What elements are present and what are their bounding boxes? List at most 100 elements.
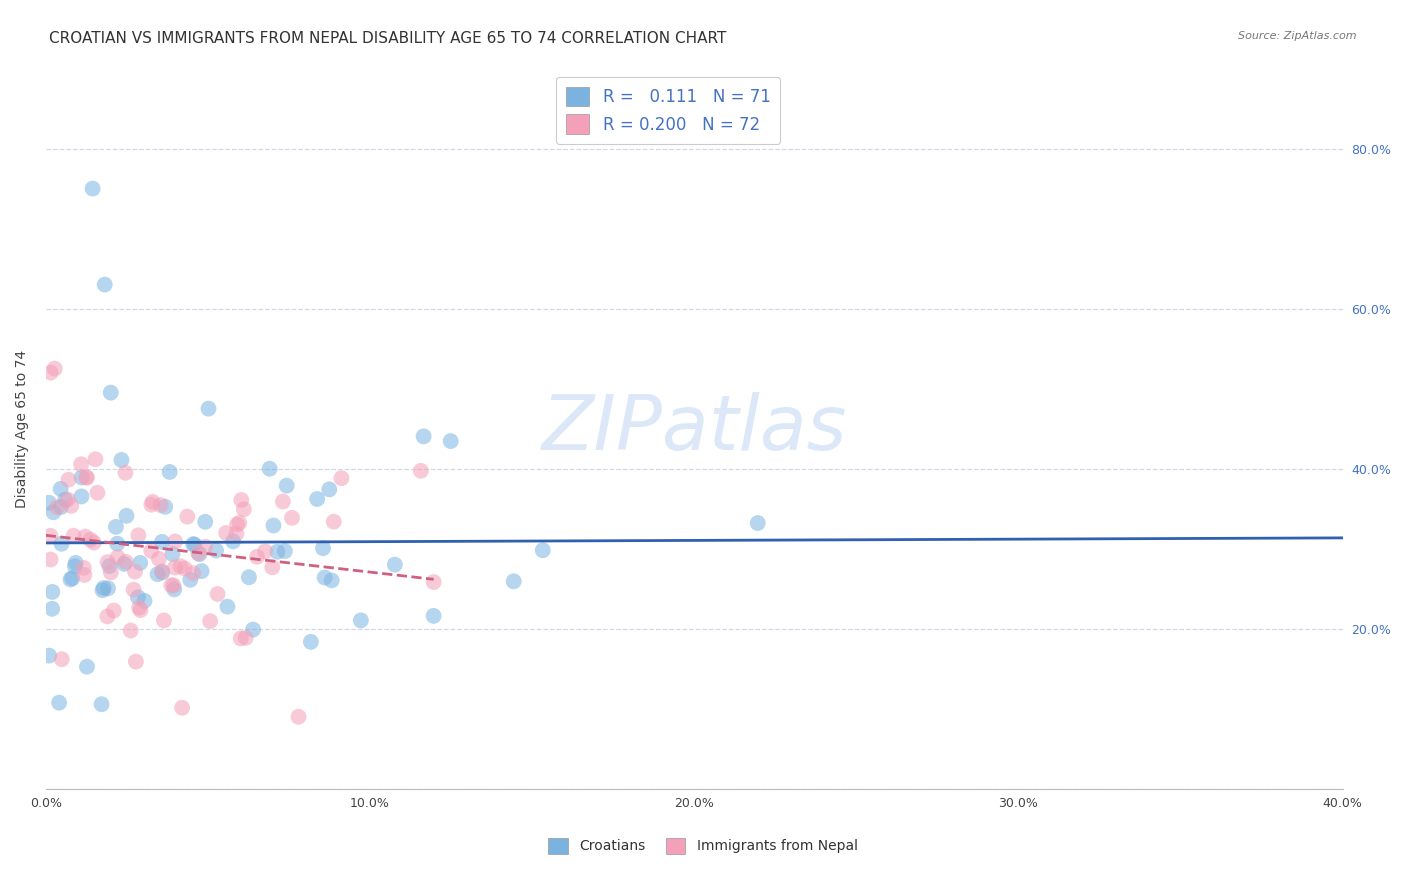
Point	[217, 599, 239, 614]
Point	[172, 700, 194, 714]
Point	[228, 516, 250, 530]
Point	[107, 550, 129, 565]
Point	[318, 483, 340, 497]
Point	[44, 361, 66, 376]
Point	[384, 558, 406, 572]
Point	[125, 655, 148, 669]
Text: CROATIAN VS IMMIGRANTS FROM NEPAL DISABILITY AGE 65 TO 74 CORRELATION CHART: CROATIAN VS IMMIGRANTS FROM NEPAL DISABI…	[49, 31, 727, 46]
Point	[254, 544, 277, 558]
Point	[97, 582, 120, 596]
Point	[142, 495, 165, 509]
Point	[276, 478, 298, 492]
Point	[96, 609, 118, 624]
Point	[51, 537, 73, 551]
Point	[62, 529, 84, 543]
Point	[120, 624, 142, 638]
Point	[190, 564, 212, 578]
Point	[307, 491, 329, 506]
Point	[159, 465, 181, 479]
Point	[141, 498, 163, 512]
Point	[165, 560, 187, 574]
Point	[266, 545, 288, 559]
Point	[58, 473, 80, 487]
Point	[38, 496, 60, 510]
Point	[322, 515, 344, 529]
Point	[75, 470, 97, 484]
Point	[93, 581, 115, 595]
Point	[82, 181, 104, 195]
Point	[412, 429, 434, 443]
Point	[104, 520, 127, 534]
Point	[128, 600, 150, 615]
Point	[422, 575, 444, 590]
Point	[70, 470, 93, 484]
Point	[127, 591, 149, 605]
Point	[86, 485, 108, 500]
Point	[155, 500, 177, 514]
Legend: R =   0.111   N = 71, R = 0.200   N = 72: R = 0.111 N = 71, R = 0.200 N = 72	[555, 77, 780, 144]
Point	[129, 603, 152, 617]
Point	[60, 499, 83, 513]
Point	[321, 574, 343, 588]
Point	[134, 594, 156, 608]
Point	[49, 482, 72, 496]
Point	[150, 565, 173, 579]
Point	[271, 494, 294, 508]
Point	[115, 508, 138, 523]
Point	[162, 547, 184, 561]
Point	[163, 582, 186, 597]
Point	[181, 537, 204, 551]
Point	[197, 401, 219, 416]
Point	[146, 567, 169, 582]
Point	[312, 541, 335, 556]
Point	[149, 498, 172, 512]
Point	[165, 534, 187, 549]
Point	[97, 555, 120, 569]
Point	[215, 526, 238, 541]
Point	[281, 511, 304, 525]
Point	[150, 566, 173, 580]
Point	[330, 471, 353, 485]
Point	[114, 466, 136, 480]
Point	[112, 557, 135, 571]
Text: ZIPatlas: ZIPatlas	[541, 392, 846, 466]
Point	[259, 462, 281, 476]
Point	[225, 526, 247, 541]
Point	[105, 537, 128, 551]
Point	[141, 544, 163, 558]
Point	[409, 464, 432, 478]
Point	[150, 535, 173, 549]
Point	[169, 559, 191, 574]
Point	[205, 543, 228, 558]
Point	[181, 566, 204, 581]
Point	[187, 546, 209, 560]
Point	[238, 570, 260, 584]
Point	[440, 434, 463, 448]
Point	[49, 500, 72, 514]
Point	[183, 538, 205, 552]
Point	[222, 534, 245, 549]
Point	[194, 515, 217, 529]
Point	[747, 516, 769, 530]
Point	[98, 559, 121, 574]
Point	[162, 578, 184, 592]
Point	[38, 648, 60, 663]
Y-axis label: Disability Age 65 to 74: Disability Age 65 to 74	[15, 350, 30, 508]
Point	[179, 573, 201, 587]
Point	[262, 518, 284, 533]
Point	[48, 696, 70, 710]
Point	[176, 509, 198, 524]
Point	[76, 659, 98, 673]
Point	[198, 614, 221, 628]
Point	[422, 608, 444, 623]
Point	[73, 568, 96, 582]
Point	[100, 566, 122, 580]
Point	[39, 552, 62, 566]
Point	[531, 543, 554, 558]
Point	[70, 457, 93, 471]
Point	[73, 561, 96, 575]
Point	[39, 366, 62, 380]
Point	[56, 492, 79, 507]
Point	[231, 493, 253, 508]
Point	[79, 533, 101, 547]
